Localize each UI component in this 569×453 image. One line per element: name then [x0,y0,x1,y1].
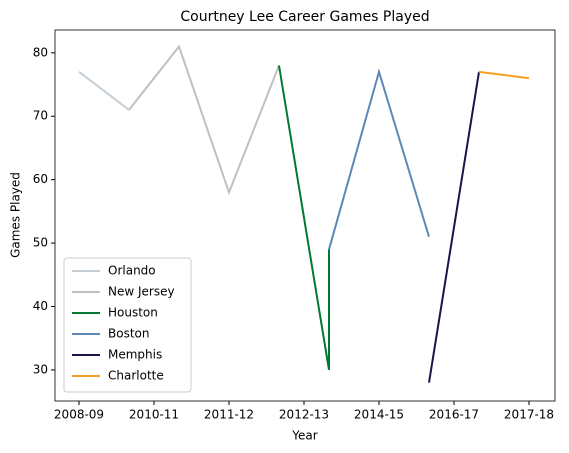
series-line [428,71,480,383]
x-tick-label: 2017-18 [504,408,554,422]
x-tick-label: 2010-11 [129,408,179,422]
legend-label: Boston [108,327,149,341]
plot-frame [54,29,556,402]
chart-title: Courtney Lee Career Games Played [180,9,429,25]
series-line [478,70,530,80]
x-tick-label: 2014-15 [354,408,404,422]
y-tick-label: 40 [33,299,48,313]
y-tick-label: 60 [33,172,48,186]
y-tick-label: 80 [33,45,48,59]
x-tick-label: 2012-13 [279,408,329,422]
y-tick-label: 50 [33,236,48,250]
x-axis-label: Year [291,429,317,443]
y-axis-label: Games Played [9,172,23,258]
series-line [78,71,130,111]
y-tick-label: 70 [33,109,48,123]
x-tick-label: 2011-12 [204,408,254,422]
legend-label: Charlotte [108,369,164,383]
series-line [128,44,280,196]
series-line [328,68,430,250]
legend-label: Memphis [108,348,162,362]
x-tick-label: 2008-09 [54,408,104,422]
x-tick-label: 2016-17 [429,408,479,422]
y-tick-label: 30 [33,362,48,376]
legend-label: Orlando [108,264,156,278]
series-line [278,65,330,371]
legend-label: Houston [108,306,158,320]
legend-label: New Jersey [108,285,175,299]
